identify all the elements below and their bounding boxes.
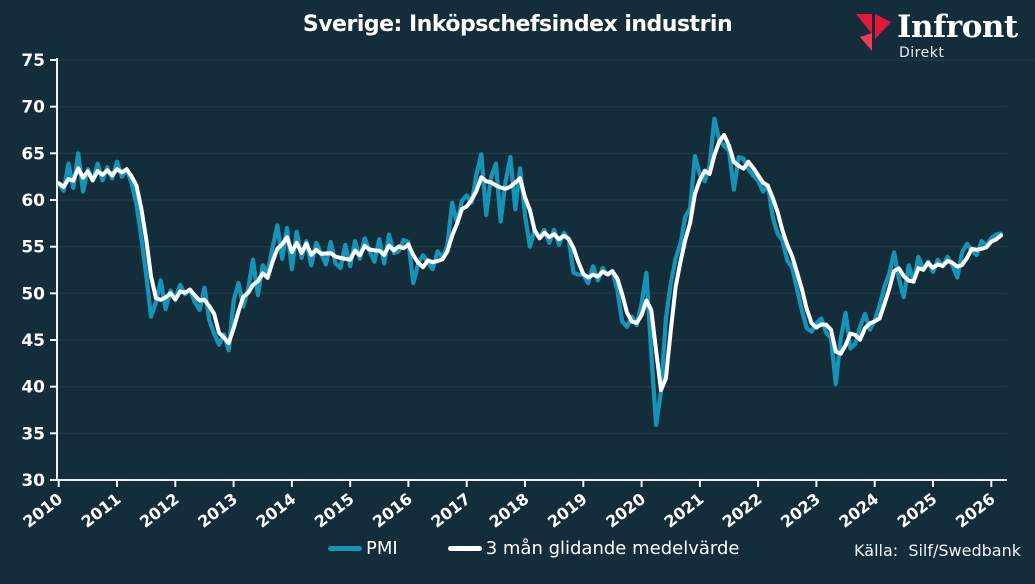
legend-label: 3 mån glidande medelvärde [485,537,740,559]
x-tick-label: 2024 [835,489,882,531]
y-tick-label: 45 [21,331,45,351]
legend-label: PMI [366,537,398,559]
moving-average-line [56,133,1003,393]
y-tick-label: 30 [21,471,45,491]
chart-title: Sverige: Inköpschefsindex industrin [302,12,733,37]
logo-sub-text: Direkt [899,45,945,61]
legend-swatch [328,545,362,551]
x-tick-label: 2015 [311,489,358,531]
infront-logo: Infront Direkt [855,10,1018,61]
x-tick-label: 2010 [19,489,66,531]
logo-brand-text: Infront [897,9,1018,45]
x-tick-label: 2021 [661,489,708,531]
y-tick-label: 40 [21,378,45,398]
y-tick-label: 60 [21,191,45,211]
x-tick-label: 2019 [544,489,591,531]
chart-legend: PMI 3 mån glidande medelvärde [328,537,739,559]
x-tick-label: 2018 [486,489,533,531]
source-label: Källa: Silf/Swedbank [854,541,1021,560]
legend-item-1: 3 mån glidande medelvärde [447,537,740,559]
y-tick-label: 50 [21,284,45,304]
x-tick-label: 2020 [602,489,649,531]
x-tick-label: 2014 [253,489,300,531]
y-tick-label: 35 [21,424,45,444]
legend-swatch [447,545,482,551]
x-tick-label: 2012 [136,489,183,531]
x-tick-label: 2016 [369,489,416,531]
infront-logo-icon [856,14,891,51]
x-tick-label: 2013 [194,489,241,531]
x-tick-label: 2023 [777,489,824,531]
y-tick-label: 65 [21,144,45,164]
x-tick-label: 2017 [427,489,474,531]
y-tick-label: 55 [21,238,45,258]
x-tick-label: 2011 [78,489,125,531]
x-tick-label: 2025 [894,489,941,531]
legend-item-0: PMI [328,538,398,559]
y-tick-label: 70 [21,98,45,118]
x-tick-label: 2026 [952,489,999,531]
x-tick-label: 2022 [719,489,766,531]
pmi-line [56,116,1004,427]
y-tick-label: 75 [21,51,45,71]
